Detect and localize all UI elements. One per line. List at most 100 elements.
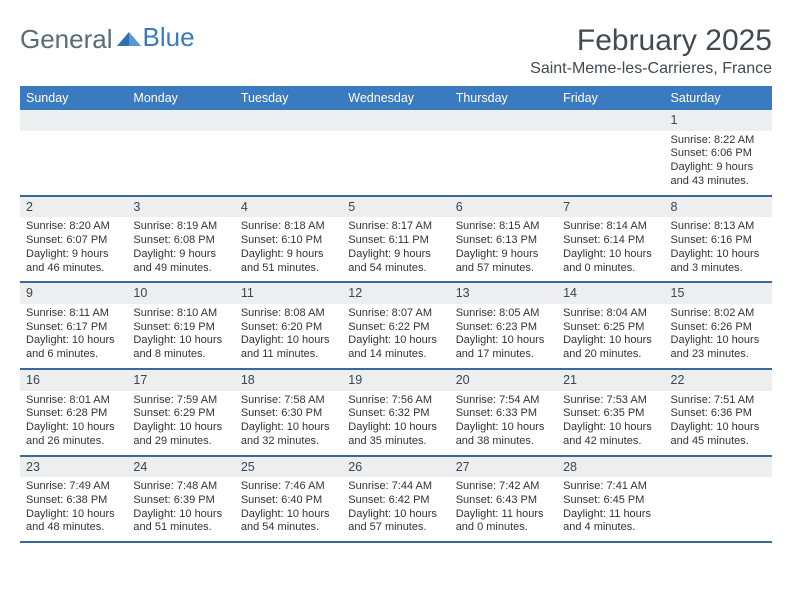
daylight-line: Daylight: 10 hours and 38 minutes.: [456, 421, 551, 449]
day-number: 14: [557, 283, 664, 304]
weekday-header: Monday: [127, 86, 234, 110]
location-label: Saint-Meme-les-Carrieres, France: [530, 60, 772, 78]
calendar-day: [20, 110, 127, 195]
day-info: Sunrise: 7:46 AMSunset: 6:40 PMDaylight:…: [239, 480, 338, 535]
header: General Blue February 2025 Saint-Meme-le…: [20, 24, 772, 78]
weekday-header: Wednesday: [342, 86, 449, 110]
daylight-line: Daylight: 10 hours and 8 minutes.: [133, 334, 228, 362]
daylight-line: Daylight: 10 hours and 51 minutes.: [133, 508, 228, 536]
day-number: [557, 110, 664, 131]
sunrise-line: Sunrise: 8:15 AM: [456, 220, 551, 234]
daylight-line: Daylight: 9 hours and 51 minutes.: [241, 248, 336, 276]
daylight-line: Daylight: 9 hours and 49 minutes.: [133, 248, 228, 276]
calendar-day: [127, 110, 234, 195]
calendar-day: 1Sunrise: 8:22 AMSunset: 6:06 PMDaylight…: [665, 110, 772, 195]
day-number: 25: [235, 457, 342, 478]
day-info: Sunrise: 8:15 AMSunset: 6:13 PMDaylight:…: [454, 220, 553, 275]
day-number: 16: [20, 370, 127, 391]
logo-icon: [117, 24, 143, 55]
sunset-line: Sunset: 6:36 PM: [671, 407, 766, 421]
day-number: 22: [665, 370, 772, 391]
day-number: 28: [557, 457, 664, 478]
day-info: Sunrise: 8:20 AMSunset: 6:07 PMDaylight:…: [24, 220, 123, 275]
day-info: Sunrise: 8:10 AMSunset: 6:19 PMDaylight:…: [131, 307, 230, 362]
daylight-line: Daylight: 10 hours and 14 minutes.: [348, 334, 443, 362]
calendar-day: 17Sunrise: 7:59 AMSunset: 6:29 PMDayligh…: [127, 370, 234, 455]
sunset-line: Sunset: 6:42 PM: [348, 494, 443, 508]
calendar-day: 22 Sunrise: 7:51 AMSunset: 6:36 PMDayligh…: [665, 370, 772, 455]
sunrise-line: Sunrise: 8:20 AM: [26, 220, 121, 234]
daylight-line: Daylight: 10 hours and 26 minutes.: [26, 421, 121, 449]
calendar-day: 9Sunrise: 8:11 AMSunset: 6:17 PMDaylight…: [20, 283, 127, 368]
day-number: [665, 457, 772, 478]
day-info: Sunrise: 7:44 AMSunset: 6:42 PMDaylight:…: [346, 480, 445, 535]
calendar-day: 19Sunrise: 7:56 AMSunset: 6:32 PMDayligh…: [342, 370, 449, 455]
day-number: 27: [450, 457, 557, 478]
sunset-line: Sunset: 6:38 PM: [26, 494, 121, 508]
daylight-line: Daylight: 10 hours and 3 minutes.: [671, 248, 766, 276]
calendar-day: 3Sunrise: 8:19 AMSunset: 6:08 PMDaylight…: [127, 197, 234, 282]
daylight-line: Daylight: 10 hours and 0 minutes.: [563, 248, 658, 276]
daylight-line: Daylight: 10 hours and 6 minutes.: [26, 334, 121, 362]
calendar-day: 10Sunrise: 8:10 AMSunset: 6:19 PMDayligh…: [127, 283, 234, 368]
sunset-line: Sunset: 6:17 PM: [26, 321, 121, 335]
calendar-day: 2Sunrise: 8:20 AMSunset: 6:07 PMDaylight…: [20, 197, 127, 282]
sunrise-line: Sunrise: 8:10 AM: [133, 307, 228, 321]
sunrise-line: Sunrise: 7:59 AM: [133, 394, 228, 408]
weekday-header: Thursday: [450, 86, 557, 110]
day-number: 4: [235, 197, 342, 218]
calendar-day: [557, 110, 664, 195]
day-info: Sunrise: 8:11 AMSunset: 6:17 PMDaylight:…: [24, 307, 123, 362]
day-info: Sunrise: 8:22 AMSunset: 6:06 PMDaylight:…: [669, 134, 768, 189]
sunset-line: Sunset: 6:28 PM: [26, 407, 121, 421]
sunrise-line: Sunrise: 8:01 AM: [26, 394, 121, 408]
calendar-day: 13 Sunrise: 8:05 AMSunset: 6:23 PMDayligh…: [450, 283, 557, 368]
daylight-line: Daylight: 10 hours and 29 minutes.: [133, 421, 228, 449]
weekday-header: Saturday: [665, 86, 772, 110]
day-number: 5: [342, 197, 449, 218]
day-number: 13: [450, 283, 557, 304]
day-info: Sunrise: 7:51 AMSunset: 6:36 PMDaylight:…: [669, 394, 768, 449]
calendar-day: 20Sunrise: 7:54 AMSunset: 6:33 PMDayligh…: [450, 370, 557, 455]
day-info: Sunrise: 7:48 AMSunset: 6:39 PMDaylight:…: [131, 480, 230, 535]
calendar-day: 23Sunrise: 7:49 AMSunset: 6:38 PMDayligh…: [20, 457, 127, 542]
day-number: [20, 110, 127, 131]
sunset-line: Sunset: 6:19 PM: [133, 321, 228, 335]
sunset-line: Sunset: 6:35 PM: [563, 407, 658, 421]
day-number: 17: [127, 370, 234, 391]
day-number: 19: [342, 370, 449, 391]
daylight-line: Daylight: 10 hours and 17 minutes.: [456, 334, 551, 362]
day-number: 23: [20, 457, 127, 478]
daylight-line: Daylight: 10 hours and 42 minutes.: [563, 421, 658, 449]
weekday-header: Sunday: [20, 86, 127, 110]
brand-logo: General Blue: [20, 24, 195, 55]
sunset-line: Sunset: 6:07 PM: [26, 234, 121, 248]
sunrise-line: Sunrise: 7:44 AM: [348, 480, 443, 494]
sunset-line: Sunset: 6:08 PM: [133, 234, 228, 248]
page-title: February 2025: [530, 24, 772, 58]
day-number: 11: [235, 283, 342, 304]
sunrise-line: Sunrise: 8:14 AM: [563, 220, 658, 234]
daylight-line: Daylight: 11 hours and 0 minutes.: [456, 508, 551, 536]
daylight-line: Daylight: 10 hours and 32 minutes.: [241, 421, 336, 449]
sunset-line: Sunset: 6:23 PM: [456, 321, 551, 335]
calendar-week: 1Sunrise: 8:22 AMSunset: 6:06 PMDaylight…: [20, 110, 772, 197]
calendar-week: 2Sunrise: 8:20 AMSunset: 6:07 PMDaylight…: [20, 197, 772, 284]
sunset-line: Sunset: 6:32 PM: [348, 407, 443, 421]
day-number: [235, 110, 342, 131]
sunrise-line: Sunrise: 8:18 AM: [241, 220, 336, 234]
calendar-day: 21Sunrise: 7:53 AMSunset: 6:35 PMDayligh…: [557, 370, 664, 455]
day-number: 24: [127, 457, 234, 478]
day-number: [450, 110, 557, 131]
day-info: Sunrise: 8:19 AMSunset: 6:08 PMDaylight:…: [131, 220, 230, 275]
sunrise-line: Sunrise: 7:51 AM: [671, 394, 766, 408]
day-info: Sunrise: 7:42 AMSunset: 6:43 PMDaylight:…: [454, 480, 553, 535]
calendar-day: 26Sunrise: 7:44 AMSunset: 6:42 PMDayligh…: [342, 457, 449, 542]
calendar-day: 16 Sunrise: 8:01 AMSunset: 6:28 PMDayligh…: [20, 370, 127, 455]
calendar-day: 18Sunrise: 7:58 AMSunset: 6:30 PMDayligh…: [235, 370, 342, 455]
sunrise-line: Sunrise: 8:05 AM: [456, 307, 551, 321]
calendar-day: 7Sunrise: 8:14 AMSunset: 6:14 PMDaylight…: [557, 197, 664, 282]
sunset-line: Sunset: 6:10 PM: [241, 234, 336, 248]
sunset-line: Sunset: 6:20 PM: [241, 321, 336, 335]
calendar-week: 9Sunrise: 8:11 AMSunset: 6:17 PMDaylight…: [20, 283, 772, 370]
